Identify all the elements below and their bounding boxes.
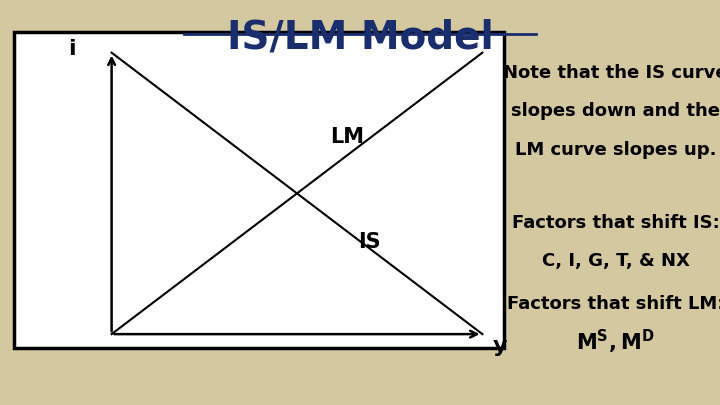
Text: Factors that shift LM:: Factors that shift LM: (507, 295, 720, 313)
Text: i: i (68, 38, 76, 59)
Text: $\mathbf{M^S}$$\mathbf{, M^D}$: $\mathbf{M^S}$$\mathbf{, M^D}$ (577, 328, 654, 356)
Text: Factors that shift IS:: Factors that shift IS: (512, 214, 719, 232)
FancyBboxPatch shape (14, 32, 504, 348)
Text: IS/LM Model: IS/LM Model (227, 18, 493, 56)
Text: slopes down and the: slopes down and the (511, 102, 720, 120)
Text: IS: IS (358, 232, 380, 252)
Text: Note that the IS curve: Note that the IS curve (503, 64, 720, 82)
Text: LM curve slopes up.: LM curve slopes up. (515, 141, 716, 159)
Text: y: y (493, 336, 508, 356)
Text: LM: LM (330, 127, 364, 147)
Text: C, I, G, T, & NX: C, I, G, T, & NX (541, 252, 690, 270)
